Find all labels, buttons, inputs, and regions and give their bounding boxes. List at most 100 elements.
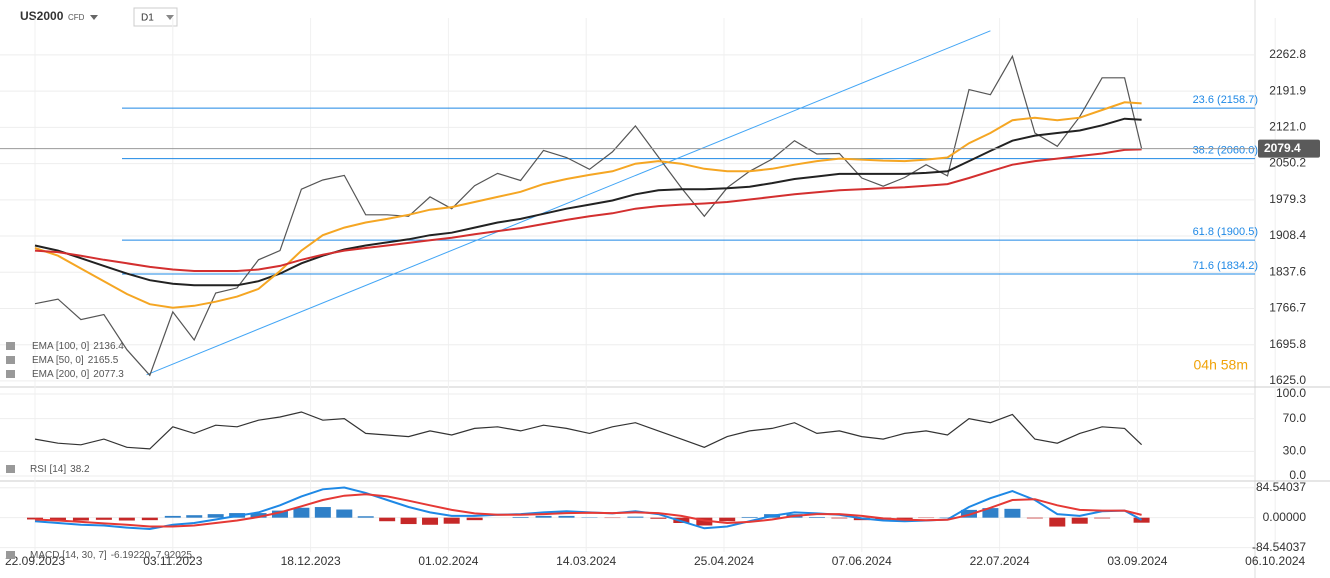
indicator-line xyxy=(34,148,1142,272)
legend-name: EMA [100, 0] xyxy=(32,341,89,352)
histogram-bar xyxy=(207,514,224,518)
histogram-bar xyxy=(1133,517,1150,523)
indicator-line xyxy=(34,117,1142,287)
symbol[interactable]: US2000 xyxy=(20,9,64,23)
x-tick-label: 14.03.2024 xyxy=(556,554,616,568)
legend-name: RSI [14] xyxy=(30,464,66,475)
legend-name: MACD [14, 30, 7] xyxy=(30,550,107,561)
y-tick-label: 70.0 xyxy=(1283,411,1307,425)
histogram-bar xyxy=(808,516,825,518)
price-line xyxy=(34,54,1143,377)
x-tick-label: 22.09.2023 xyxy=(5,554,65,568)
histogram-bar xyxy=(982,508,999,518)
histogram-bar xyxy=(186,515,203,518)
y-tick-label: 1979.3 xyxy=(1269,192,1306,206)
histogram-bar xyxy=(293,507,310,518)
countdown: 04h 58m xyxy=(1194,357,1248,373)
legend-value: 2165.5 xyxy=(88,355,119,366)
y-tick-label: 2050.2 xyxy=(1269,156,1306,170)
legend-entry: EMA [100, 0] 2136.4 xyxy=(32,341,124,352)
legend-name: EMA [50, 0] xyxy=(32,355,84,366)
histogram-bar xyxy=(336,509,353,518)
fib-level-label: 61.8 (1900.5) xyxy=(1193,226,1258,238)
histogram-bar xyxy=(512,516,529,518)
legend-value: -6.19220, 7.92025 xyxy=(111,550,193,561)
y-tick-label: 2121.0 xyxy=(1269,120,1306,134)
x-tick-label: 22.07.2024 xyxy=(970,554,1030,568)
timeframe-dropdown[interactable] xyxy=(166,15,174,20)
instrument-type: CFD xyxy=(68,13,85,22)
histogram-bar xyxy=(118,517,135,521)
legend-icon xyxy=(6,356,15,364)
histogram-bar xyxy=(27,517,43,520)
histogram-bar xyxy=(164,515,181,518)
y-tick-label: 1837.6 xyxy=(1269,264,1306,278)
histogram-bar xyxy=(650,517,667,519)
indicator-line xyxy=(34,493,1142,528)
histogram-bar xyxy=(271,510,288,518)
histogram-bar xyxy=(1004,508,1021,518)
y-tick-label: 2191.9 xyxy=(1269,83,1306,97)
legend-entry: MACD [14, 30, 7] -6.19220, 7.92025 xyxy=(30,550,192,561)
y-tick-label: 100.0 xyxy=(1276,386,1306,400)
legend-value: 2077.3 xyxy=(93,369,124,380)
histogram-bar xyxy=(314,507,331,518)
fib-level-label: 38.2 (2060.0) xyxy=(1193,144,1258,156)
histogram-bar xyxy=(443,517,460,524)
x-tick-label: 03.11.2023 xyxy=(143,554,202,568)
y-tick-label: 0.0 xyxy=(1289,468,1306,482)
x-tick-label: 06.10.2024 xyxy=(1245,554,1305,568)
y-tick-label: 2262.8 xyxy=(1269,47,1306,61)
histogram-bar xyxy=(379,517,396,522)
histogram-bar xyxy=(535,515,552,518)
x-tick-label: 25.04.2024 xyxy=(694,554,754,568)
legend-entry: EMA [50, 0] 2165.5 xyxy=(32,355,119,366)
symbol-dropdown[interactable] xyxy=(90,15,98,20)
histogram-bar xyxy=(357,516,374,518)
histogram-bar xyxy=(627,516,644,518)
histogram-bar xyxy=(558,515,575,518)
histogram-bar xyxy=(250,513,267,518)
legend-name: EMA [200, 0] xyxy=(32,369,89,380)
histogram-bar xyxy=(1071,517,1088,524)
timeframe-box[interactable] xyxy=(133,7,178,27)
histogram-bar xyxy=(422,517,439,525)
legend-entry: EMA [200, 0] 2077.3 xyxy=(32,369,124,380)
histogram-bar xyxy=(719,517,736,522)
histogram-bar xyxy=(95,517,112,520)
histogram-bar xyxy=(1026,517,1043,519)
price-line xyxy=(34,411,1143,450)
y-tick-label: 1625.0 xyxy=(1269,373,1306,387)
legend-entry: RSI [14] 38.2 xyxy=(30,464,90,475)
histogram-bar xyxy=(72,517,89,521)
legend-icon xyxy=(6,342,15,350)
y-tick-label: 30.0 xyxy=(1283,444,1307,458)
x-tick-label: 03.09.2024 xyxy=(1107,554,1167,568)
y-tick-label: 1766.7 xyxy=(1269,301,1306,315)
last-price-label: 2079.4 xyxy=(1264,141,1301,155)
legend-icon xyxy=(6,370,15,378)
y-tick-label: 1695.8 xyxy=(1269,337,1306,351)
y-tick-label: 84.54037 xyxy=(1256,480,1306,494)
histogram-bar xyxy=(466,517,483,521)
x-tick-label: 01.02.2024 xyxy=(418,554,478,568)
x-tick-label: 07.06.2024 xyxy=(832,554,892,568)
histogram-bar xyxy=(49,517,66,521)
histogram-bar xyxy=(741,516,758,518)
histogram-bar xyxy=(831,517,848,519)
histogram-bar xyxy=(1049,517,1066,527)
legend-value: 38.2 xyxy=(70,464,90,475)
histogram-bar xyxy=(896,517,913,520)
x-tick-label: 18.12.2023 xyxy=(281,554,341,568)
timeframe[interactable]: D1 xyxy=(141,13,154,24)
histogram-bar xyxy=(141,517,158,521)
legend-value: 2136.4 xyxy=(93,341,124,352)
legend-icon xyxy=(6,465,15,473)
legend-icon xyxy=(6,551,15,559)
indicator-line xyxy=(34,101,1142,309)
fib-level-label: 71.6 (1834.2) xyxy=(1193,260,1258,272)
trendline xyxy=(146,30,991,376)
